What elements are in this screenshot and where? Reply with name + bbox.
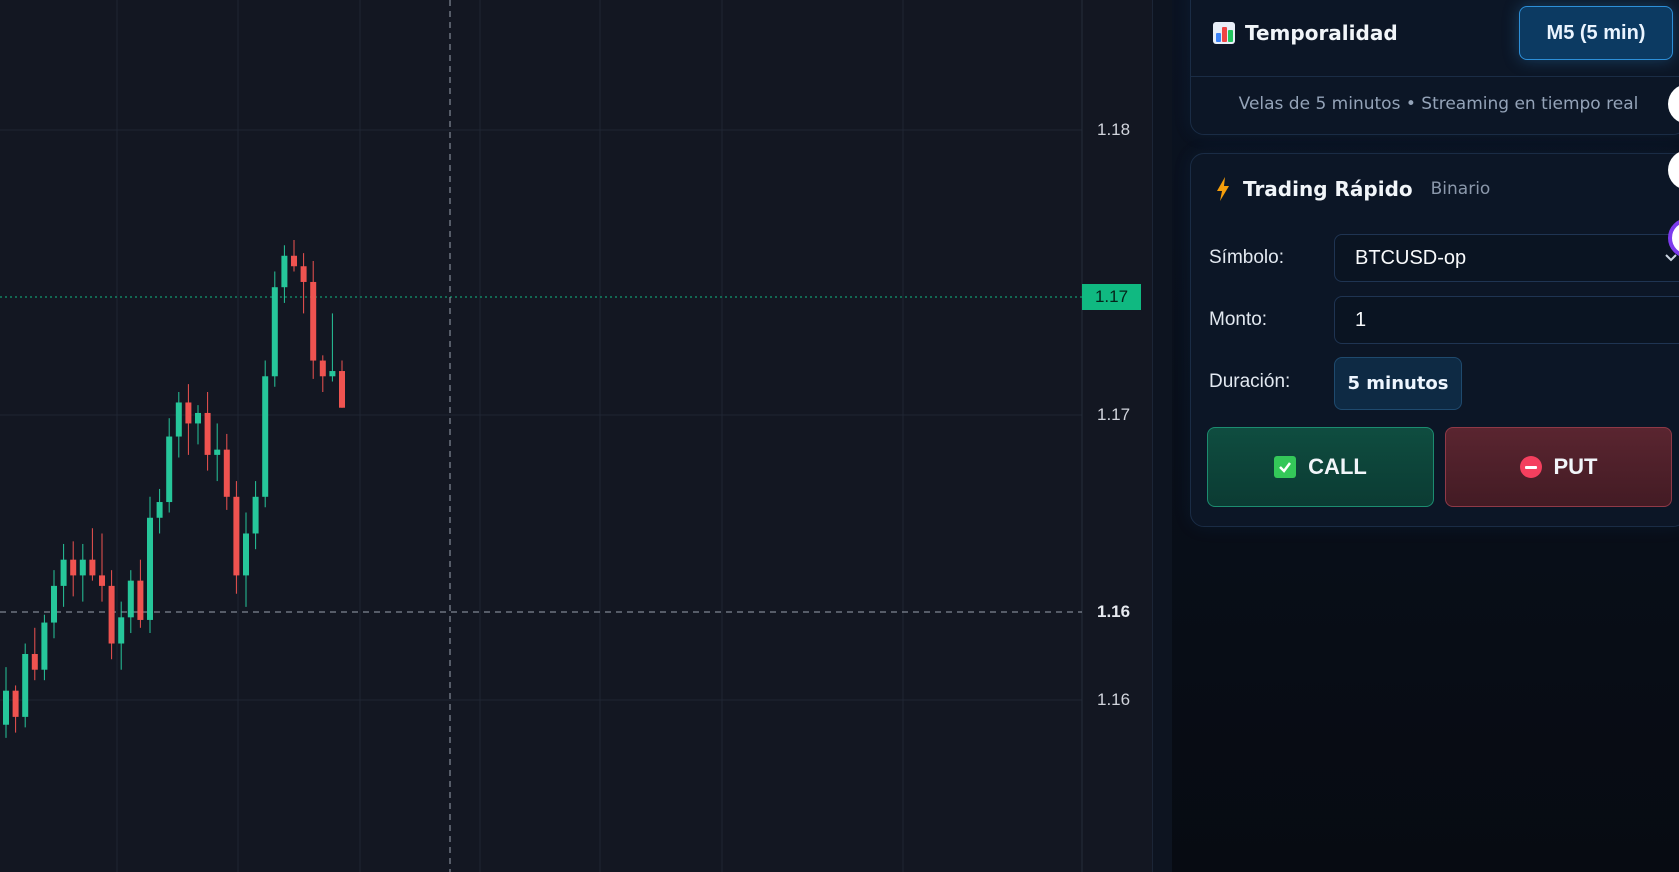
- price-axis-label: 1.16: [1097, 690, 1131, 709]
- candle-body: [118, 617, 125, 644]
- floating-action-button[interactable]: [1668, 150, 1679, 190]
- floating-action-button[interactable]: [1668, 84, 1679, 124]
- candle-body: [127, 580, 134, 618]
- candle-body: [329, 371, 336, 377]
- symbol-value: BTCUSD-op: [1355, 246, 1467, 269]
- candle-body: [79, 559, 86, 576]
- timeframe-divider: [1191, 76, 1679, 77]
- candle-body: [108, 585, 115, 644]
- candle-body: [300, 266, 307, 282]
- price-axis-label: 1.18: [1097, 120, 1131, 139]
- candle-body: [89, 559, 96, 576]
- side-panel: Temporalidad M5 (5 min) Velas de 5 minut…: [1172, 0, 1679, 872]
- duration-button[interactable]: 5 minutos: [1334, 357, 1462, 410]
- chart-grid: [0, 0, 1083, 872]
- bar-chart-icon: [1213, 22, 1235, 44]
- candle-body: [339, 371, 345, 408]
- candle-body: [22, 654, 29, 717]
- symbol-select[interactable]: BTCUSD-op: [1334, 234, 1679, 282]
- lightning-icon: [1217, 177, 1229, 201]
- candle-body: [31, 654, 38, 670]
- candle-body: [243, 533, 249, 576]
- put-button[interactable]: PUT: [1445, 427, 1672, 507]
- amount-value: 1: [1355, 308, 1367, 331]
- panel-divider[interactable]: [1152, 0, 1173, 872]
- candlestick-chart-svg[interactable]: [0, 0, 1152, 872]
- timeframe-card: Temporalidad M5 (5 min) Velas de 5 minut…: [1190, 0, 1679, 135]
- candle-body: [271, 287, 278, 377]
- quick-trading-title: Trading Rápido: [1243, 177, 1413, 201]
- candle-body: [310, 281, 317, 361]
- candles-group: [3, 240, 345, 738]
- candle-body: [60, 559, 67, 586]
- candle-body: [51, 585, 57, 623]
- candle-body: [3, 690, 9, 725]
- amount-input[interactable]: 1: [1334, 296, 1679, 344]
- candle-body: [70, 559, 77, 576]
- chevron-down-icon: [1665, 254, 1677, 262]
- call-label: CALL: [1308, 454, 1367, 479]
- candle-body: [223, 449, 230, 497]
- candle-body: [252, 496, 259, 534]
- candle-body: [214, 449, 221, 455]
- put-label: PUT: [1553, 454, 1598, 479]
- candle-body: [166, 436, 173, 503]
- crosshair-price-label: 1.16: [1097, 602, 1131, 621]
- price-chart[interactable]: 1.18 1.17 1.16 1.16 1.17: [0, 0, 1152, 872]
- timeframe-title: Temporalidad: [1245, 21, 1398, 45]
- timeframe-caption: Velas de 5 minutos • Streaming en tiempo…: [1238, 94, 1639, 114]
- candle-body: [291, 255, 297, 267]
- candle-body: [233, 496, 240, 576]
- candle-body: [137, 580, 144, 620]
- amount-label: Monto:: [1209, 309, 1268, 330]
- current-price-tag: 1.17: [1082, 284, 1141, 310]
- quick-trading-subtitle: Binario: [1430, 179, 1491, 199]
- price-axis-label: 1.17: [1097, 405, 1131, 424]
- candle-body: [319, 360, 326, 377]
- no-entry-icon: [1519, 456, 1542, 478]
- quick-trading-card: Trading Rápido Binario Símbolo: BTCUSD-o…: [1190, 153, 1679, 527]
- call-button[interactable]: CALL: [1207, 427, 1434, 507]
- candle-body: [195, 412, 201, 424]
- candle-body: [185, 402, 192, 424]
- check-icon: [1274, 456, 1297, 478]
- symbol-label: Símbolo:: [1209, 247, 1284, 268]
- candle-body: [262, 376, 269, 497]
- candle-body: [175, 402, 182, 437]
- candle-body: [41, 622, 48, 670]
- candle-body: [204, 412, 211, 455]
- candle-body: [156, 502, 163, 518]
- duration-label: Duración:: [1209, 371, 1291, 392]
- candle-body: [147, 517, 153, 620]
- candle-body: [12, 690, 19, 717]
- candle-body: [99, 575, 105, 586]
- timeframe-button[interactable]: M5 (5 min): [1519, 6, 1673, 60]
- candle-body: [281, 255, 288, 288]
